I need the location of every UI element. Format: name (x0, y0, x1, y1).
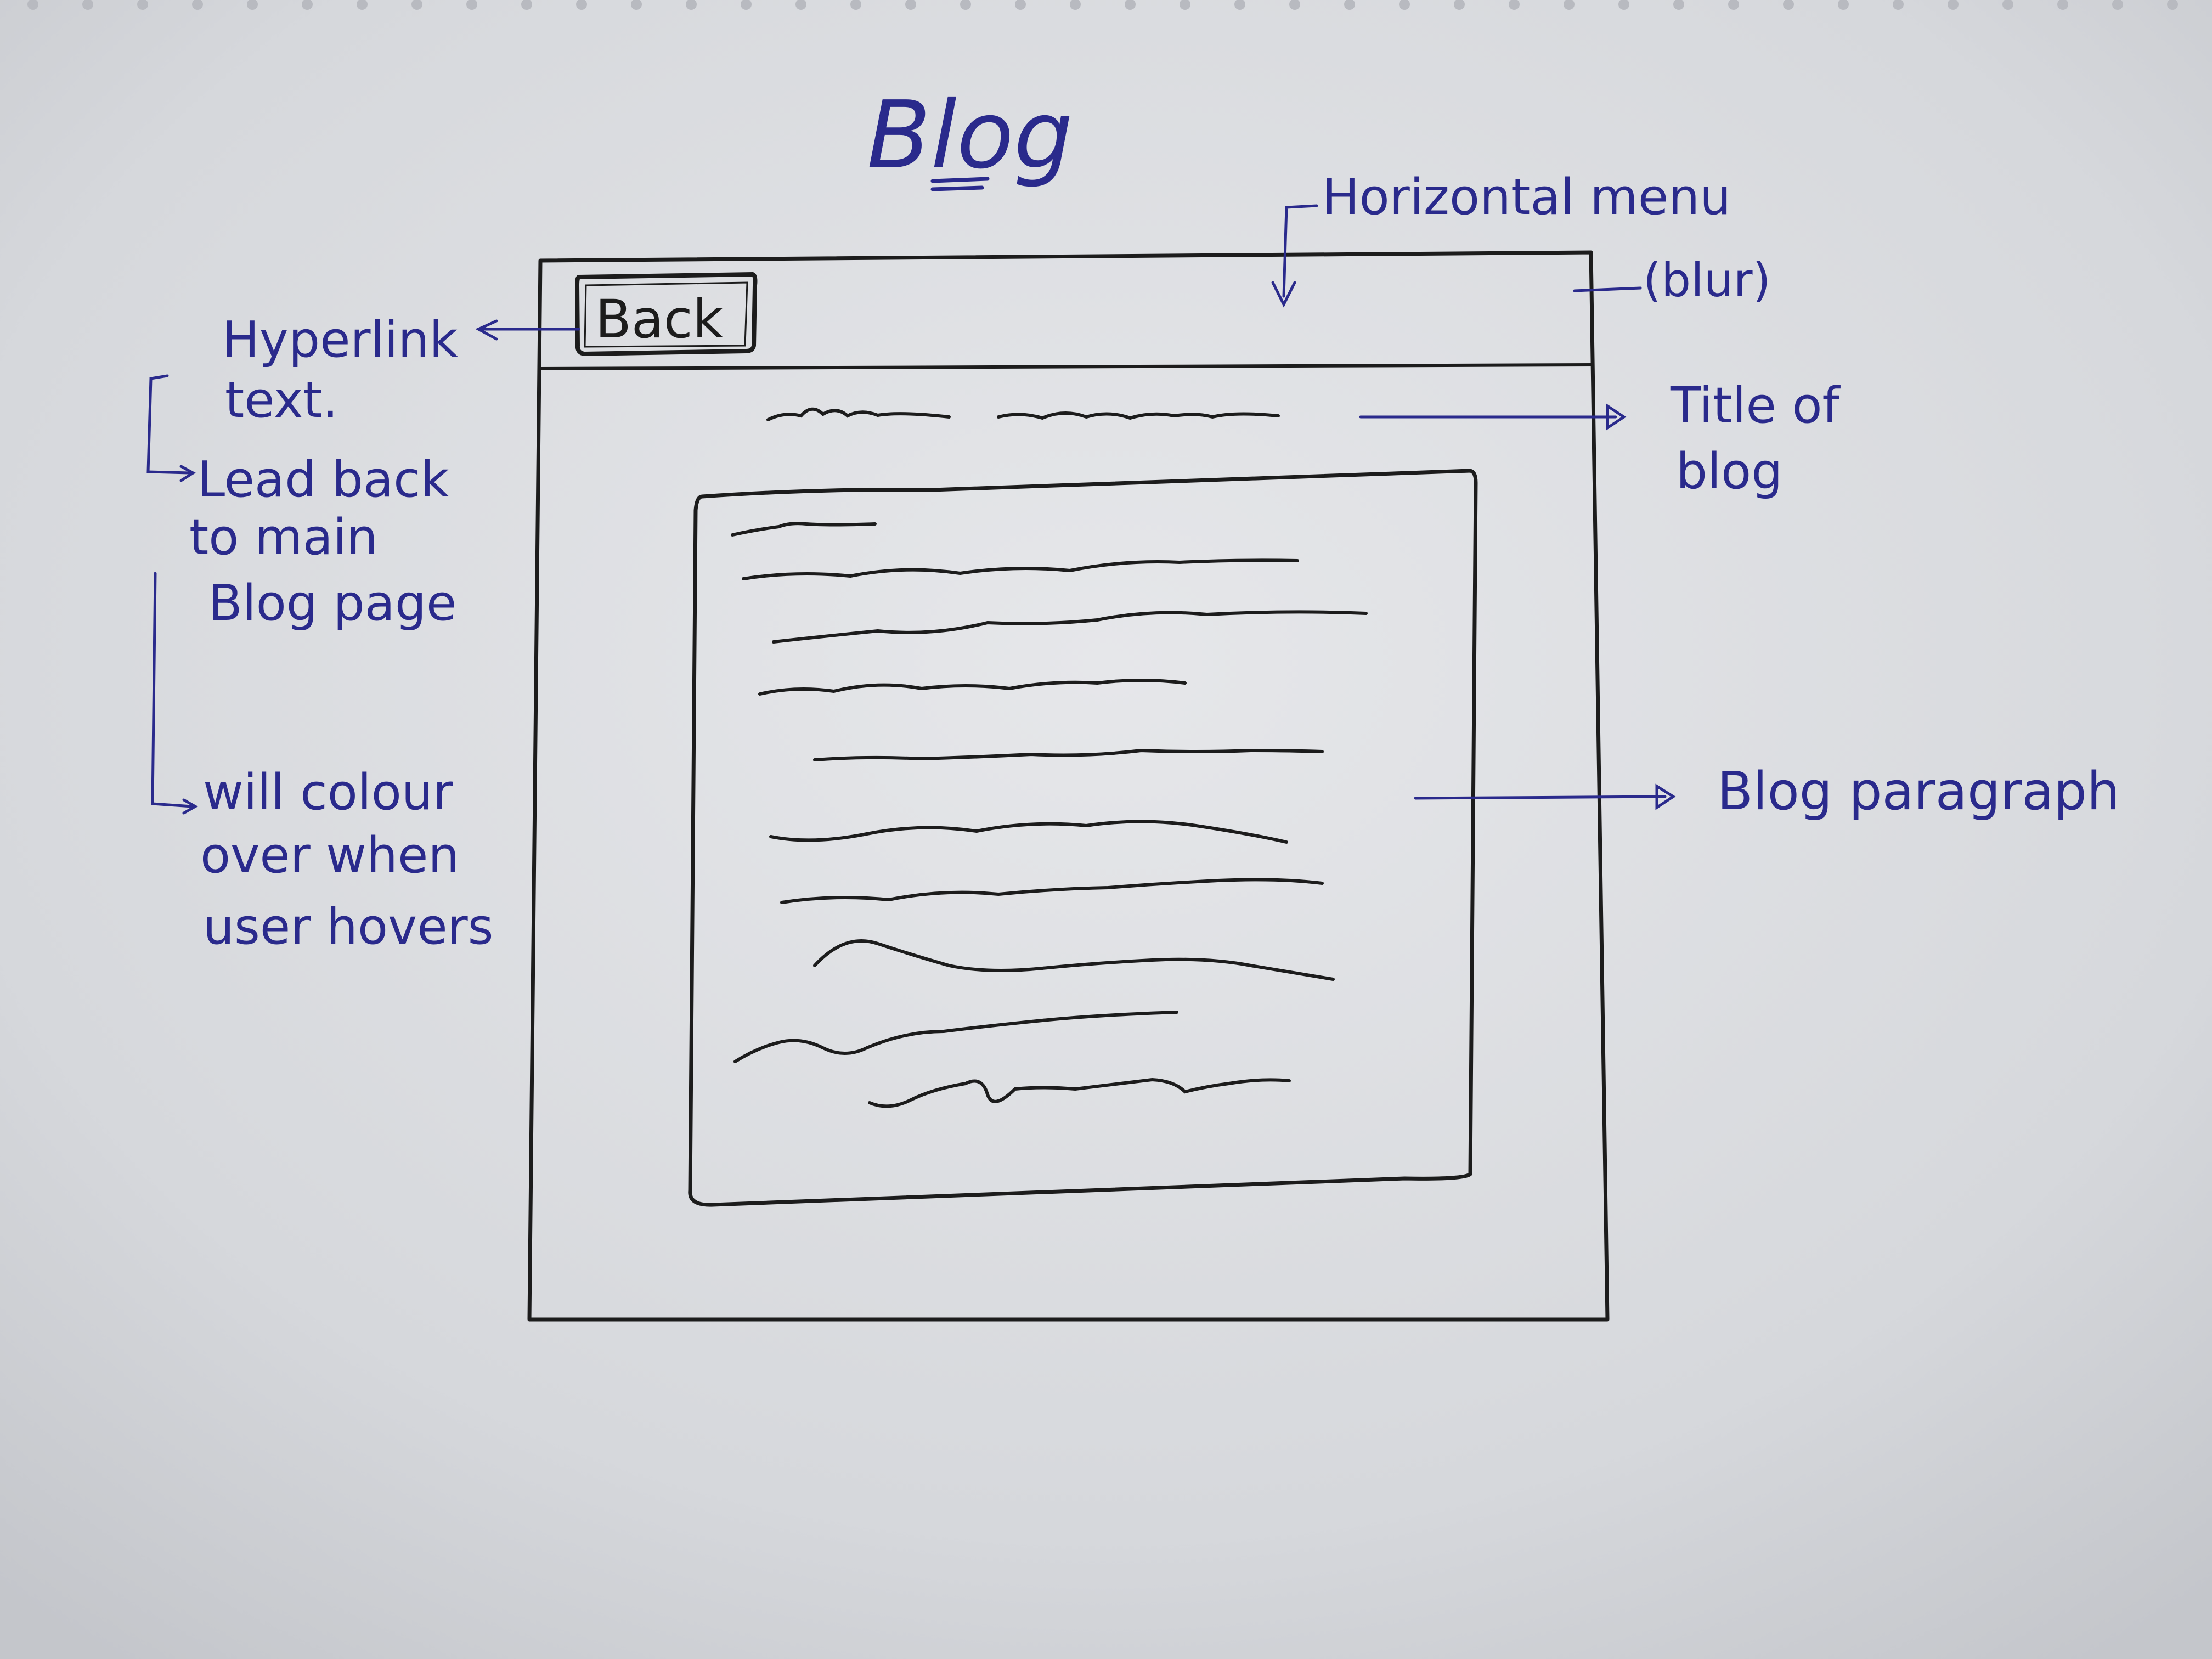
annotation-lead-back-1: Lead back (198, 451, 449, 509)
blog-title-squiggle (766, 407, 1280, 421)
annotation-arrows (146, 204, 1676, 815)
spiral-holes (27, 0, 2178, 10)
blur-arrow (1573, 286, 1642, 292)
annotation-lead-back-2: to main (189, 509, 378, 566)
annotation-bracket-top (146, 374, 191, 475)
annotation-bracket-bottom (151, 572, 194, 808)
annotation-title-of-blog-2: blog (1676, 443, 1782, 500)
annotation-blur: (blur) (1643, 253, 1771, 308)
menu-bar-divider (540, 363, 1594, 370)
page-title: Blog (867, 81, 1073, 190)
blog-paragraph-box (688, 469, 1478, 1207)
annotation-lead-back-3: Blog page (208, 574, 456, 632)
annotation-horizontal-menu: Horizontal menu (1322, 168, 1731, 226)
annotation-hover-1: will colour (203, 764, 453, 821)
annotation-hover-2: over when (200, 827, 459, 884)
title-underline (930, 177, 990, 191)
annotation-hover-3: user hovers (203, 898, 494, 956)
blog-paragraph-lines (731, 522, 1368, 1108)
back-button[interactable]: Back (574, 272, 758, 357)
horizontal-menu-arrow (1282, 204, 1318, 298)
back-button-label: Back (595, 289, 723, 350)
annotation-hyperlink-1: Hyperlink (222, 311, 458, 369)
annotation-title-of-blog-1: Title of (1670, 377, 1841, 435)
annotation-hyperlink-2: text. (225, 371, 338, 429)
blog-paragraph-arrow (1414, 795, 1667, 800)
page-frame (527, 250, 1610, 1322)
annotation-blog-paragraph: Blog paragraph (1717, 761, 2120, 822)
